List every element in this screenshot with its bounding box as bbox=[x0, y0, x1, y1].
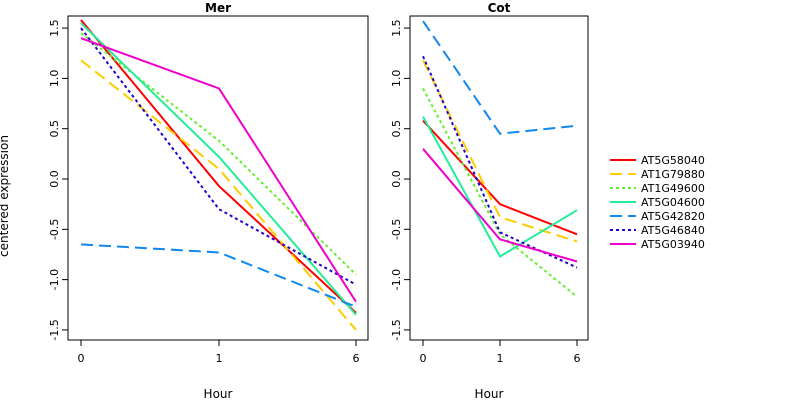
series-line bbox=[422, 87, 578, 298]
y-tick-label: -1.5 bbox=[390, 319, 403, 340]
x-tick-label: 6 bbox=[574, 352, 581, 365]
series-line bbox=[422, 20, 578, 135]
y-tick-label: 0.5 bbox=[48, 120, 61, 138]
series-line bbox=[80, 243, 357, 308]
plot-frame bbox=[67, 15, 369, 341]
x-axis-label: Hour bbox=[204, 387, 233, 400]
series-line bbox=[80, 37, 357, 303]
x-tick-label: 1 bbox=[497, 352, 504, 365]
series-line bbox=[80, 22, 357, 316]
x-tick-label: 0 bbox=[420, 352, 427, 365]
y-tick-label: 1.5 bbox=[48, 19, 61, 36]
legend-label: AT1G79880 bbox=[641, 168, 705, 181]
series-line bbox=[80, 59, 357, 331]
y-tick-label: 0.0 bbox=[48, 170, 61, 188]
y-tick-label: 1.5 bbox=[390, 19, 403, 36]
panel-title: Mer bbox=[205, 1, 231, 15]
legend-label: AT5G04600 bbox=[641, 196, 705, 209]
series-line bbox=[422, 148, 578, 263]
y-tick-label: 0.0 bbox=[390, 170, 403, 188]
x-axis-label: Hour bbox=[475, 387, 504, 400]
panel-mer: Mer -1.5 -1.0 -0.5 0.0 0.5 1.0 1.5 0 1 6 Hour center… bbox=[0, 1, 369, 401]
series-line bbox=[80, 19, 357, 314]
y-tick-label: 1.0 bbox=[390, 70, 403, 88]
legend-label: AT5G03940 bbox=[641, 238, 705, 251]
y-axis-label: centered expression bbox=[0, 135, 11, 257]
y-tick-label: 0.5 bbox=[390, 120, 403, 138]
legend-label: AT5G46840 bbox=[641, 224, 705, 237]
x-tick-label: 6 bbox=[353, 352, 360, 365]
series-line bbox=[80, 27, 357, 286]
plot-frame bbox=[409, 15, 589, 341]
legend-label: AT1G49600 bbox=[641, 182, 705, 195]
y-tick-label: -0.5 bbox=[48, 219, 61, 240]
series-line bbox=[422, 55, 578, 269]
x-tick-label: 0 bbox=[78, 352, 85, 365]
series-line bbox=[422, 119, 578, 236]
y-tick-label: -1.5 bbox=[48, 319, 61, 340]
panel-cot: Cot -1.5 -1.0 -0.5 0.0 0.5 1.0 1.5 0 1 6 Hour bbox=[390, 1, 589, 401]
y-tick-label: 1.0 bbox=[48, 70, 61, 88]
y-tick-label: -1.0 bbox=[48, 269, 61, 290]
y-tick-label: -1.0 bbox=[390, 269, 403, 290]
panel-title: Cot bbox=[488, 1, 511, 15]
x-tick-label: 1 bbox=[216, 352, 223, 365]
y-tick-label: -0.5 bbox=[390, 219, 403, 240]
legend-label: AT5G42820 bbox=[641, 210, 705, 223]
legend-label: AT5G58040 bbox=[641, 154, 705, 167]
series-line bbox=[422, 116, 578, 258]
legend: AT5G58040AT1G79880AT1G49600AT5G04600AT5G… bbox=[610, 154, 705, 251]
series-line bbox=[422, 59, 578, 243]
